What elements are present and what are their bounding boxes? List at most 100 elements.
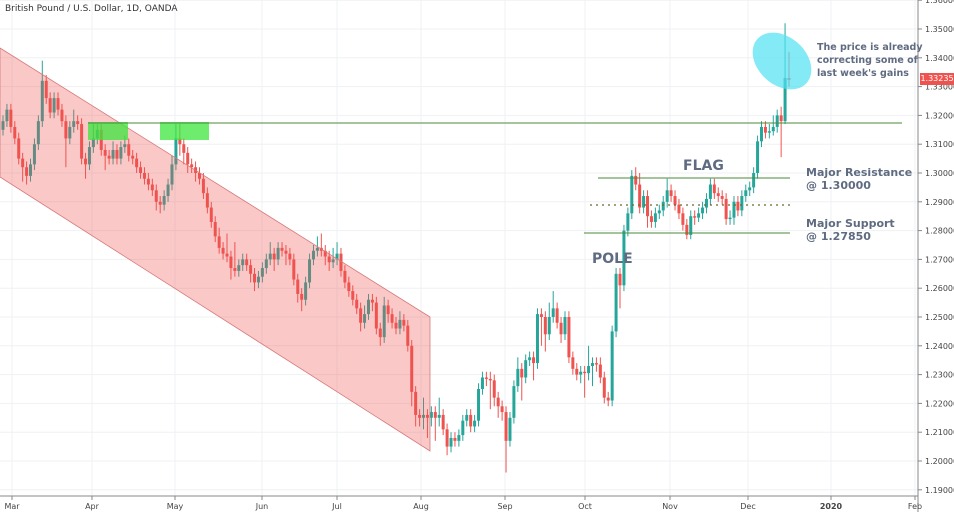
candle-body bbox=[543, 317, 547, 335]
candle-body bbox=[626, 213, 630, 231]
annotation-note[interactable]: The price is already correcting some of … bbox=[817, 41, 927, 80]
candle-body bbox=[162, 196, 166, 205]
candle bbox=[311, 245, 315, 266]
candle-body bbox=[779, 115, 783, 122]
candle bbox=[21, 152, 25, 182]
candle bbox=[614, 268, 618, 338]
support-value: @ 1.27850 bbox=[806, 230, 871, 243]
candle-body bbox=[449, 437, 453, 447]
flag-label[interactable]: FLAG bbox=[683, 158, 724, 174]
candle bbox=[712, 178, 716, 199]
candle bbox=[646, 190, 650, 228]
candle-body bbox=[759, 126, 763, 142]
candle-body bbox=[763, 126, 767, 133]
candle bbox=[473, 414, 477, 433]
candle-body bbox=[429, 412, 433, 418]
candle-body bbox=[551, 308, 555, 317]
candle-body bbox=[209, 207, 213, 222]
resistance-label[interactable]: Major Resistance @ 1.30000 bbox=[806, 166, 912, 192]
candle-body bbox=[288, 253, 292, 260]
candle-body bbox=[201, 178, 205, 194]
candle-body bbox=[170, 164, 174, 185]
time-axis[interactable]: Mar Apr May Jun Jul Aug Sep Oct Nov Dec 2020 Feb bbox=[4, 496, 922, 511]
candle-body bbox=[80, 124, 84, 159]
candle bbox=[610, 325, 614, 407]
x-tick-label: May bbox=[167, 502, 184, 511]
y-tick-label: 1.36000 bbox=[925, 0, 954, 5]
candle-body bbox=[225, 253, 229, 257]
y-tick-label: 1.30000 bbox=[925, 169, 954, 178]
chart-title: British Pound / U.S. Dollar, 1D, OANDA bbox=[5, 4, 178, 14]
candle bbox=[480, 371, 484, 395]
y-tick-label: 1.33000 bbox=[925, 83, 954, 92]
candle bbox=[779, 106, 783, 158]
candle bbox=[567, 311, 571, 364]
candle bbox=[512, 380, 516, 424]
candle bbox=[245, 253, 249, 271]
candle bbox=[1, 115, 5, 136]
descending-channel[interactable] bbox=[0, 47, 431, 452]
candle-body bbox=[355, 299, 359, 309]
candle-body bbox=[382, 305, 386, 338]
candle-body bbox=[469, 414, 473, 427]
x-tick-label: Aug bbox=[413, 502, 429, 511]
green-zone-1[interactable] bbox=[88, 122, 128, 140]
candle-body bbox=[56, 98, 60, 110]
candle-body bbox=[44, 80, 48, 99]
candle-body bbox=[500, 406, 504, 413]
candle bbox=[237, 259, 241, 277]
resistance-value: @ 1.30000 bbox=[806, 179, 871, 192]
candle bbox=[13, 121, 17, 145]
pole-label[interactable]: POLE bbox=[592, 251, 633, 267]
y-tick-label: 1.35000 bbox=[925, 25, 954, 34]
highlight-ellipse[interactable] bbox=[741, 21, 822, 101]
candle bbox=[759, 121, 763, 148]
candle-body bbox=[190, 164, 194, 168]
candle bbox=[233, 242, 237, 277]
candle-body bbox=[461, 420, 465, 436]
candle-body bbox=[48, 98, 52, 113]
candle-body bbox=[437, 414, 441, 418]
candle-body bbox=[528, 357, 532, 361]
y-tick-label: 1.31000 bbox=[925, 140, 954, 149]
candle-body bbox=[182, 144, 186, 153]
y-tick-label: 1.24000 bbox=[925, 342, 954, 351]
candle bbox=[402, 314, 406, 332]
candle bbox=[359, 302, 363, 332]
candle bbox=[406, 319, 410, 352]
candle bbox=[516, 357, 520, 392]
candle bbox=[496, 391, 500, 418]
candle bbox=[394, 317, 398, 335]
candle bbox=[335, 242, 339, 266]
candle bbox=[429, 406, 433, 427]
candle-body bbox=[681, 213, 685, 225]
candle-body bbox=[477, 389, 481, 421]
candle bbox=[763, 121, 767, 139]
note-line: The price is already bbox=[817, 42, 923, 53]
candle-body bbox=[268, 253, 272, 260]
candle-body bbox=[363, 314, 367, 323]
candle-body bbox=[406, 325, 410, 346]
candle bbox=[775, 109, 779, 133]
candle bbox=[304, 276, 308, 306]
green-zone-2[interactable] bbox=[160, 122, 209, 140]
candle-body bbox=[107, 155, 111, 159]
price-axis[interactable]: 1.36000 1.35000 1.34000 1.33000 1.32000 1.310… bbox=[918, 0, 954, 495]
candle-body bbox=[347, 282, 351, 292]
candle-body bbox=[343, 270, 347, 283]
support-label[interactable]: Major Support @ 1.27850 bbox=[806, 217, 895, 243]
candle bbox=[689, 210, 693, 240]
candle-body bbox=[740, 196, 744, 211]
candle-body bbox=[178, 138, 182, 145]
candle-body bbox=[425, 414, 429, 418]
candle bbox=[32, 138, 36, 171]
candle-body bbox=[602, 377, 606, 398]
candle bbox=[469, 409, 473, 433]
candle-body bbox=[673, 196, 677, 205]
candle bbox=[484, 371, 488, 387]
candle bbox=[296, 273, 300, 303]
candle-body bbox=[284, 250, 288, 254]
candle bbox=[606, 391, 610, 407]
candle-body bbox=[25, 167, 29, 176]
